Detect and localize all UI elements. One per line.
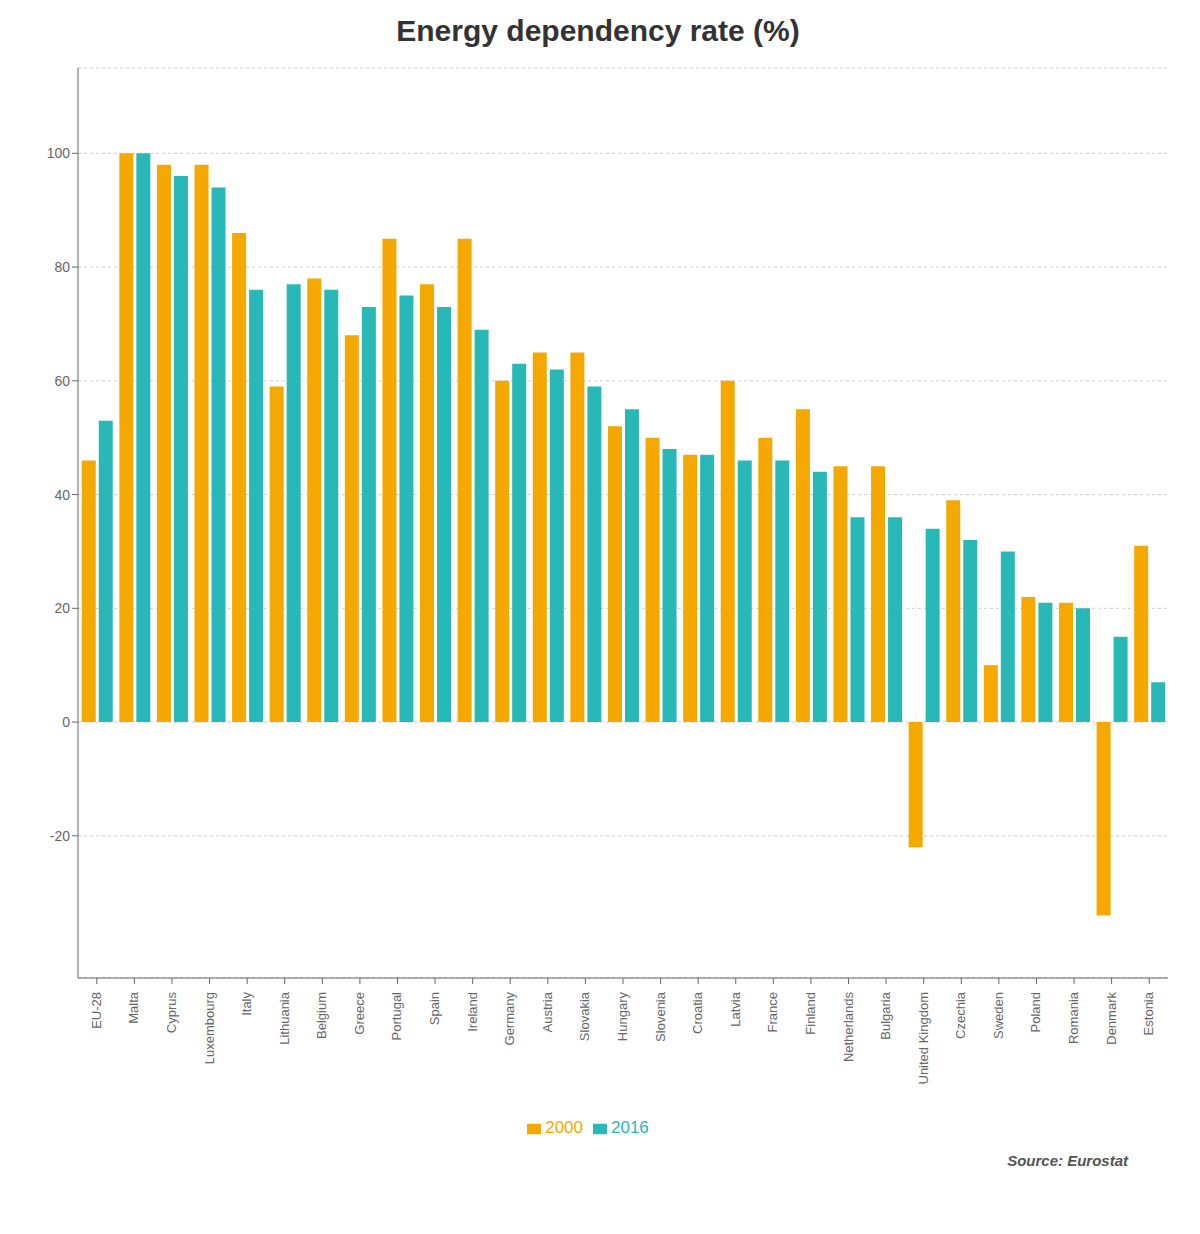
- svg-text:Italy: Italy: [239, 992, 254, 1016]
- svg-text:Germany: Germany: [502, 992, 517, 1046]
- html-text:2016: 2016: [611, 1118, 649, 1137]
- svg-text:Malta: Malta: [126, 991, 141, 1024]
- svg-text:40: 40: [54, 487, 70, 503]
- svg-text:Netherlands: Netherlands: [841, 992, 856, 1063]
- svg-text:100: 100: [47, 145, 71, 161]
- svg-text:-20: -20: [50, 828, 70, 844]
- svg-text:Ireland: Ireland: [465, 992, 480, 1032]
- svg-text:Hungary: Hungary: [615, 992, 630, 1042]
- html-text:2000: 2000: [545, 1118, 583, 1137]
- svg-text:80: 80: [54, 259, 70, 275]
- svg-text:20: 20: [54, 600, 70, 616]
- svg-text:Romania: Romania: [1066, 991, 1081, 1044]
- svg-text:Bulgaria: Bulgaria: [878, 991, 893, 1039]
- svg-text:Lithuania: Lithuania: [277, 991, 292, 1045]
- svg-text:Slovakia: Slovakia: [577, 991, 592, 1041]
- svg-text:Spain: Spain: [427, 992, 442, 1025]
- svg-text:Belgium: Belgium: [314, 992, 329, 1039]
- svg-text:Austria: Austria: [540, 991, 555, 1032]
- svg-text:Finland: Finland: [803, 992, 818, 1035]
- svg-text:Croatia: Croatia: [690, 991, 705, 1034]
- svg-text:Slovenia: Slovenia: [653, 991, 668, 1042]
- html-text:Energy dependency rate (%): Energy dependency rate (%): [396, 14, 800, 47]
- svg-text:Latvia: Latvia: [728, 991, 743, 1026]
- svg-text:Sweden: Sweden: [991, 992, 1006, 1039]
- svg-text:Greece: Greece: [352, 992, 367, 1035]
- svg-text:United Kingdom: United Kingdom: [916, 992, 931, 1085]
- svg-text:Czechia: Czechia: [953, 991, 968, 1039]
- html-text:Source: Eurostat: Source: Eurostat: [1007, 1152, 1128, 1169]
- svg-text:0: 0: [62, 714, 70, 730]
- svg-text:EU-28: EU-28: [89, 992, 104, 1029]
- svg-text:Poland: Poland: [1028, 992, 1043, 1032]
- svg-text:France: France: [765, 992, 780, 1032]
- svg-text:Portugal: Portugal: [389, 992, 404, 1041]
- svg-text:Estonia: Estonia: [1141, 991, 1156, 1035]
- svg-text:Luxembourg: Luxembourg: [202, 992, 217, 1064]
- svg-text:Denmark: Denmark: [1104, 992, 1119, 1045]
- svg-text:60: 60: [54, 373, 70, 389]
- svg-text:Cyprus: Cyprus: [164, 992, 179, 1034]
